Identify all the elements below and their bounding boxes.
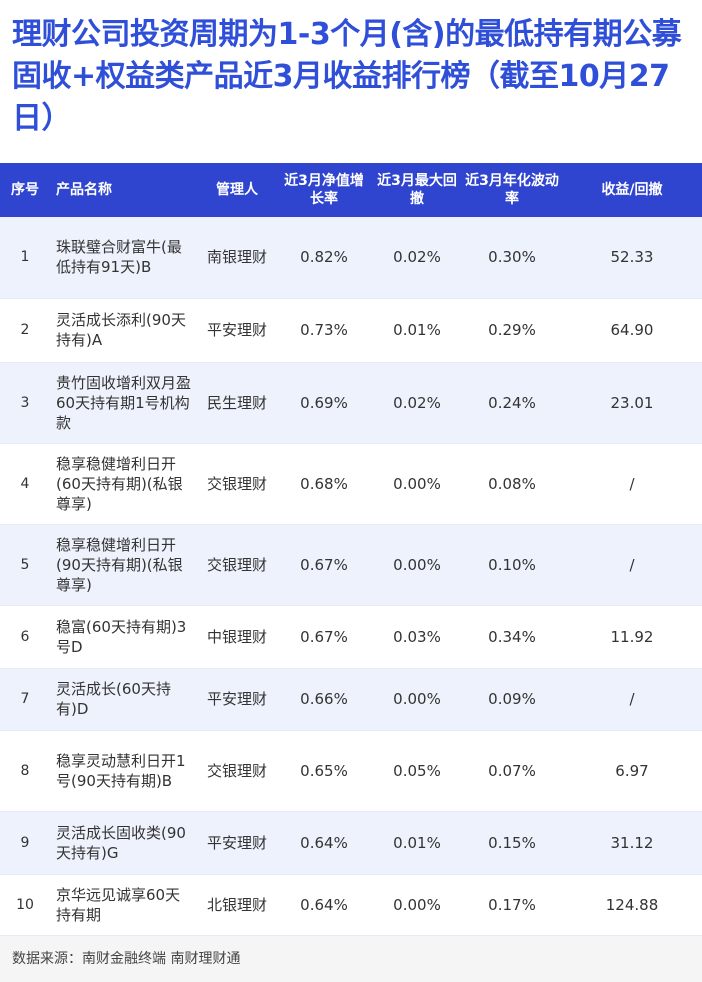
row-drawdown: 0.02% <box>372 217 462 299</box>
row-volatility: 0.08% <box>462 443 562 525</box>
ranking-table: 序号 产品名称 管理人 近3月净值增长率 近3月最大回撤 近3月年化波动率 收益… <box>0 163 702 936</box>
row-drawdown: 0.01% <box>372 298 462 363</box>
row-index: 5 <box>0 524 50 606</box>
row-ratio: 11.92 <box>562 605 702 669</box>
row-manager: 北银理财 <box>198 874 276 936</box>
table-row: 3 贵竹固收增利双月盈60天持有期1号机构款 民生理财 0.69% 0.02% … <box>0 362 702 444</box>
table-row: 1 珠联璧合财富牛(最低持有91天)B 南银理财 0.82% 0.02% 0.3… <box>0 217 702 299</box>
row-product-name: 稳享稳健增利日开(90天持有期)(私银尊享) <box>50 524 198 606</box>
row-manager: 南银理财 <box>198 217 276 299</box>
row-index: 4 <box>0 443 50 525</box>
row-volatility: 0.30% <box>462 217 562 299</box>
row-index: 1 <box>0 217 50 299</box>
row-product-name: 京华远见诚享60天持有期 <box>50 874 198 936</box>
row-index: 7 <box>0 668 50 731</box>
row-product-name: 灵活成长(60天持有)D <box>50 668 198 731</box>
row-product-name: 稳享灵动慧利日开1号(90天持有期)B <box>50 730 198 812</box>
row-growth: 0.64% <box>276 811 372 875</box>
row-drawdown: 0.01% <box>372 811 462 875</box>
row-product-name: 稳享稳健增利日开(60天持有期)(私银尊享) <box>50 443 198 525</box>
row-growth: 0.65% <box>276 730 372 812</box>
row-manager: 平安理财 <box>198 811 276 875</box>
table-row: 5 稳享稳健增利日开(90天持有期)(私银尊享) 交银理财 0.67% 0.00… <box>0 524 702 606</box>
source-footer: 数据来源：南财金融终端 南财理财通 <box>0 935 702 982</box>
row-index: 3 <box>0 362 50 444</box>
row-drawdown: 0.02% <box>372 362 462 444</box>
table-row: 10 京华远见诚享60天持有期 北银理财 0.64% 0.00% 0.17% 1… <box>0 874 702 936</box>
row-ratio: 64.90 <box>562 298 702 363</box>
table-row: 8 稳享灵动慧利日开1号(90天持有期)B 交银理财 0.65% 0.05% 0… <box>0 730 702 812</box>
row-ratio: 31.12 <box>562 811 702 875</box>
header-product-name: 产品名称 <box>56 182 112 198</box>
row-drawdown: 0.00% <box>372 443 462 525</box>
table-row: 9 灵活成长固收类(90天持有)G 平安理财 0.64% 0.01% 0.15%… <box>0 811 702 875</box>
row-ratio: 124.88 <box>562 874 702 936</box>
row-ratio: 23.01 <box>562 362 702 444</box>
row-product-name: 贵竹固收增利双月盈60天持有期1号机构款 <box>50 362 198 444</box>
row-ratio: / <box>562 524 702 606</box>
row-product-name: 灵活成长固收类(90天持有)G <box>50 811 198 875</box>
table-row: 7 灵活成长(60天持有)D 平安理财 0.66% 0.00% 0.09% / <box>0 668 702 731</box>
header-manager: 管理人 <box>216 182 258 198</box>
row-growth: 0.68% <box>276 443 372 525</box>
table-row: 2 灵活成长添利(90天持有)A 平安理财 0.73% 0.01% 0.29% … <box>0 298 702 363</box>
row-index: 8 <box>0 730 50 812</box>
title-block: 理财公司投资周期为1-3个月(含)的最低持有期公募固收+权益类产品近3月收益排行… <box>0 0 702 163</box>
row-product-name: 稳富(60天持有期)3号D <box>50 605 198 669</box>
row-index: 9 <box>0 811 50 875</box>
row-volatility: 0.10% <box>462 524 562 606</box>
row-manager: 平安理财 <box>198 298 276 363</box>
row-index: 2 <box>0 298 50 363</box>
row-manager: 中银理财 <box>198 605 276 669</box>
row-manager: 民生理财 <box>198 362 276 444</box>
row-growth: 0.66% <box>276 668 372 731</box>
row-volatility: 0.29% <box>462 298 562 363</box>
page-title: 理财公司投资周期为1-3个月(含)的最低持有期公募固收+权益类产品近3月收益排行… <box>12 17 682 136</box>
row-volatility: 0.17% <box>462 874 562 936</box>
header-volatility: 近3月年化波动率 <box>465 173 559 207</box>
row-drawdown: 0.05% <box>372 730 462 812</box>
header-index: 序号 <box>11 182 39 198</box>
header-ratio: 收益/回撤 <box>601 182 663 198</box>
row-volatility: 0.15% <box>462 811 562 875</box>
row-ratio: 52.33 <box>562 217 702 299</box>
row-index: 10 <box>0 874 50 936</box>
row-drawdown: 0.00% <box>372 524 462 606</box>
table-row: 4 稳享稳健增利日开(60天持有期)(私银尊享) 交银理财 0.68% 0.00… <box>0 443 702 525</box>
row-drawdown: 0.03% <box>372 605 462 669</box>
row-manager: 交银理财 <box>198 443 276 525</box>
header-growth: 近3月净值增长率 <box>284 173 364 207</box>
row-growth: 0.67% <box>276 524 372 606</box>
row-manager: 平安理财 <box>198 668 276 731</box>
row-drawdown: 0.00% <box>372 668 462 731</box>
row-manager: 交银理财 <box>198 524 276 606</box>
table-row: 6 稳富(60天持有期)3号D 中银理财 0.67% 0.03% 0.34% 1… <box>0 605 702 669</box>
row-growth: 0.67% <box>276 605 372 669</box>
row-drawdown: 0.00% <box>372 874 462 936</box>
row-ratio: / <box>562 668 702 731</box>
row-volatility: 0.07% <box>462 730 562 812</box>
row-volatility: 0.34% <box>462 605 562 669</box>
row-ratio: / <box>562 443 702 525</box>
header-drawdown: 近3月最大回撤 <box>377 173 457 207</box>
row-growth: 0.82% <box>276 217 372 299</box>
row-volatility: 0.09% <box>462 668 562 731</box>
row-index: 6 <box>0 605 50 669</box>
row-growth: 0.73% <box>276 298 372 363</box>
row-ratio: 6.97 <box>562 730 702 812</box>
row-growth: 0.64% <box>276 874 372 936</box>
source-note: 数据来源：南财金融终端 南财理财通 <box>12 950 241 967</box>
row-product-name: 灵活成长添利(90天持有)A <box>50 298 198 363</box>
row-manager: 交银理财 <box>198 730 276 812</box>
row-volatility: 0.24% <box>462 362 562 444</box>
row-growth: 0.69% <box>276 362 372 444</box>
row-product-name: 珠联璧合财富牛(最低持有91天)B <box>50 217 198 299</box>
table-header-row: 序号 产品名称 管理人 近3月净值增长率 近3月最大回撤 近3月年化波动率 收益… <box>0 163 702 217</box>
